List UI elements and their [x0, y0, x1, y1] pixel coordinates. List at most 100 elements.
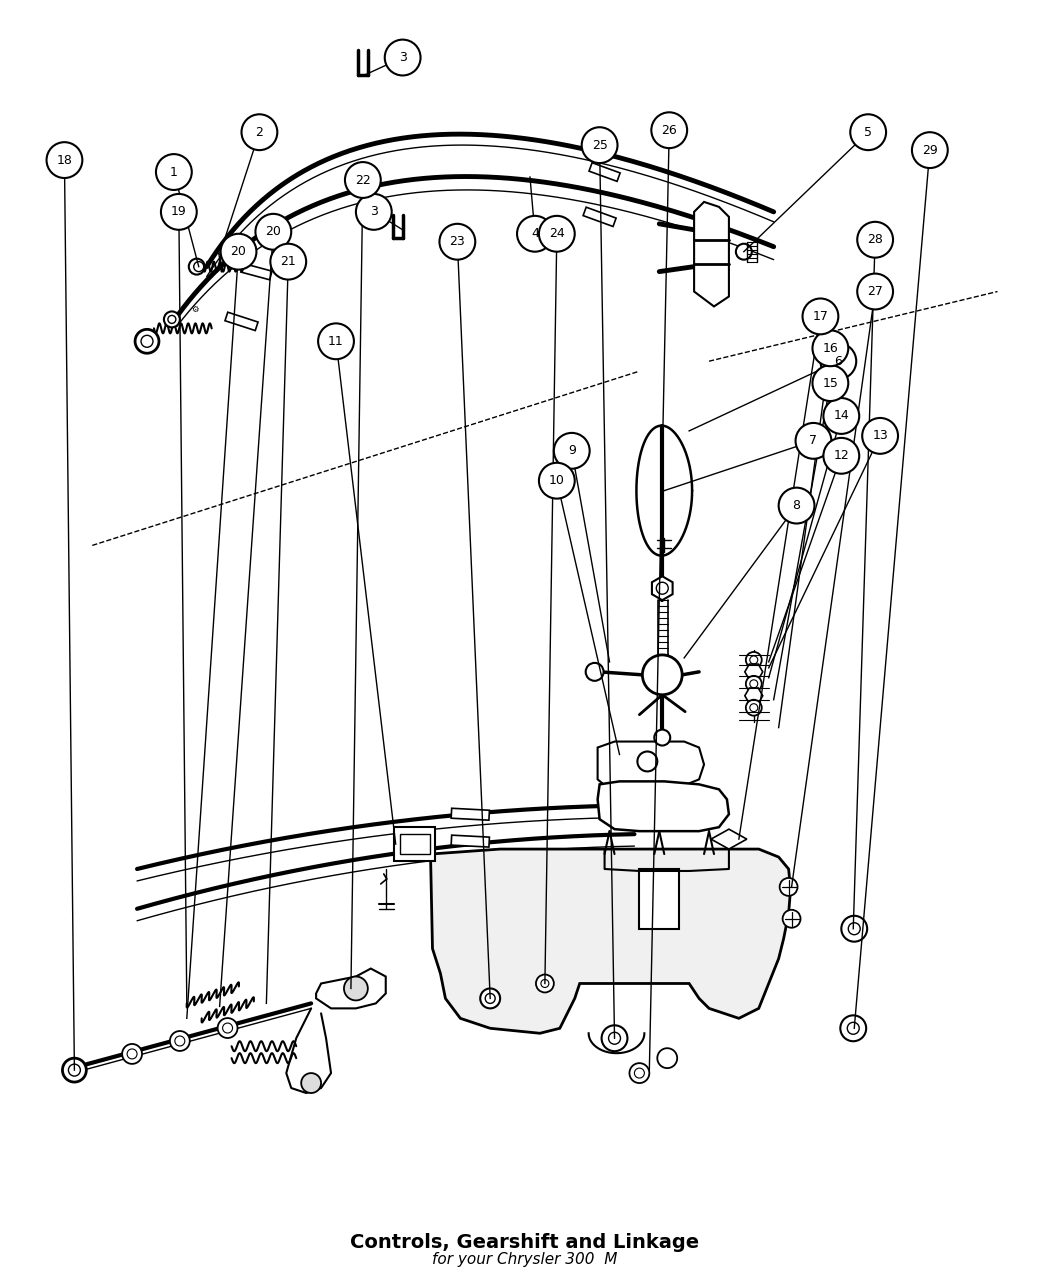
- Text: 27: 27: [867, 286, 883, 298]
- Text: 20: 20: [266, 226, 281, 238]
- Text: 3: 3: [370, 205, 378, 218]
- Circle shape: [539, 463, 574, 499]
- Polygon shape: [240, 264, 272, 279]
- Text: 6: 6: [835, 354, 842, 367]
- Circle shape: [813, 365, 848, 402]
- Polygon shape: [452, 835, 489, 847]
- Polygon shape: [452, 808, 489, 820]
- Circle shape: [736, 244, 752, 260]
- Text: 1: 1: [170, 166, 177, 178]
- Text: 15: 15: [822, 376, 838, 390]
- Text: Controls, Gearshift and Linkage: Controls, Gearshift and Linkage: [351, 1233, 699, 1252]
- Circle shape: [857, 222, 894, 258]
- Circle shape: [782, 910, 800, 928]
- Polygon shape: [430, 849, 791, 1033]
- Polygon shape: [694, 201, 729, 306]
- Circle shape: [779, 487, 815, 524]
- Circle shape: [802, 298, 838, 334]
- Polygon shape: [652, 576, 673, 601]
- Text: 16: 16: [822, 342, 838, 354]
- Text: 23: 23: [449, 235, 465, 249]
- Circle shape: [643, 655, 682, 695]
- Circle shape: [912, 133, 948, 168]
- Circle shape: [536, 974, 553, 992]
- Circle shape: [440, 224, 476, 260]
- Circle shape: [301, 1074, 321, 1093]
- Circle shape: [780, 878, 798, 896]
- Polygon shape: [597, 782, 729, 831]
- Circle shape: [62, 1058, 86, 1082]
- Text: 3: 3: [399, 51, 406, 64]
- Circle shape: [602, 1025, 628, 1051]
- Circle shape: [857, 274, 894, 310]
- Circle shape: [539, 215, 574, 251]
- FancyBboxPatch shape: [394, 827, 436, 861]
- Circle shape: [135, 329, 159, 353]
- Circle shape: [746, 700, 761, 715]
- Circle shape: [242, 115, 277, 150]
- Circle shape: [862, 418, 898, 454]
- Text: 21: 21: [280, 255, 296, 268]
- Text: 26: 26: [662, 124, 677, 136]
- Circle shape: [840, 1015, 866, 1042]
- Polygon shape: [744, 688, 762, 704]
- Circle shape: [170, 1031, 190, 1051]
- Circle shape: [746, 676, 761, 692]
- Text: 18: 18: [57, 153, 72, 167]
- Circle shape: [164, 311, 180, 328]
- Circle shape: [657, 1048, 677, 1068]
- Circle shape: [217, 1017, 237, 1038]
- Circle shape: [161, 194, 196, 229]
- Circle shape: [345, 162, 381, 198]
- Circle shape: [480, 988, 500, 1009]
- Circle shape: [629, 1063, 649, 1082]
- Text: 20: 20: [231, 245, 247, 259]
- Circle shape: [823, 437, 859, 474]
- Circle shape: [850, 115, 886, 150]
- Text: 28: 28: [867, 233, 883, 246]
- Polygon shape: [639, 870, 679, 928]
- Text: 2: 2: [255, 126, 264, 139]
- Polygon shape: [316, 969, 385, 1009]
- Circle shape: [796, 423, 832, 459]
- Circle shape: [384, 40, 421, 75]
- Circle shape: [517, 215, 553, 251]
- Text: 12: 12: [834, 449, 849, 463]
- Polygon shape: [583, 207, 616, 227]
- Text: 8: 8: [793, 499, 800, 513]
- Circle shape: [270, 244, 307, 279]
- Text: 4: 4: [531, 227, 539, 240]
- Text: 13: 13: [873, 430, 888, 442]
- Text: 22: 22: [355, 173, 371, 186]
- Polygon shape: [711, 829, 747, 849]
- Text: 17: 17: [813, 310, 828, 323]
- Circle shape: [586, 663, 604, 681]
- Circle shape: [654, 729, 670, 746]
- Circle shape: [841, 915, 867, 942]
- Text: 9: 9: [568, 444, 575, 458]
- Text: 25: 25: [591, 139, 608, 152]
- Text: 5: 5: [864, 126, 873, 139]
- Circle shape: [46, 143, 82, 179]
- Circle shape: [189, 259, 205, 274]
- Circle shape: [318, 324, 354, 360]
- Circle shape: [255, 214, 291, 250]
- Text: 19: 19: [171, 205, 187, 218]
- Circle shape: [356, 194, 392, 229]
- Circle shape: [820, 343, 856, 379]
- Circle shape: [156, 154, 192, 190]
- Text: ⚙: ⚙: [191, 305, 198, 314]
- Text: ⚙: ⚙: [216, 250, 224, 259]
- Polygon shape: [589, 163, 621, 181]
- Circle shape: [813, 330, 848, 366]
- Circle shape: [582, 128, 617, 163]
- Text: 10: 10: [549, 474, 565, 487]
- Polygon shape: [597, 742, 705, 789]
- Circle shape: [823, 398, 859, 434]
- Circle shape: [746, 652, 761, 668]
- Circle shape: [220, 233, 256, 269]
- Text: 7: 7: [810, 435, 818, 448]
- Text: 14: 14: [834, 409, 849, 422]
- Polygon shape: [744, 664, 762, 680]
- Circle shape: [651, 112, 687, 148]
